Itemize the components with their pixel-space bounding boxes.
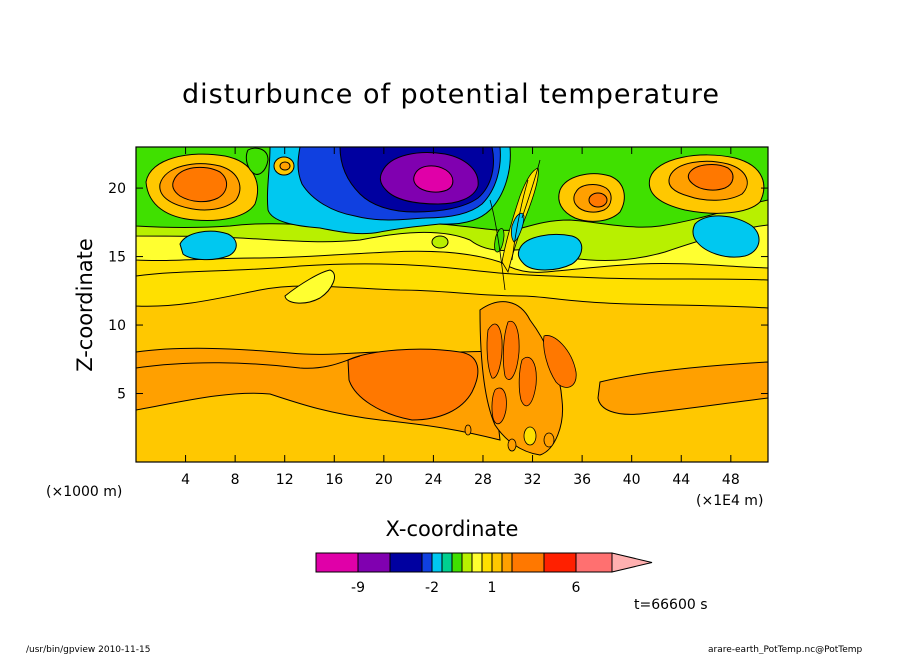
x-tick-label: 48 <box>722 472 740 488</box>
x-axis: 4 8 12 16 20 24 28 32 36 40 44 48 <box>181 147 740 488</box>
chart-title: disturbunce of potential temperature <box>182 79 720 110</box>
column-hot-5 <box>543 335 577 388</box>
colorbar-label: 1 <box>488 580 497 596</box>
colorbar-swatch <box>431 552 443 573</box>
colorbar-labels: -9 -2 1 6 <box>351 580 581 596</box>
cool-cell-east <box>692 215 760 258</box>
plot-frame <box>135 146 769 463</box>
y-tick-label: 10 <box>108 318 126 334</box>
turbulent-column <box>464 301 577 456</box>
colorbar-label: 6 <box>572 580 581 596</box>
yellow-spot-inner <box>279 161 291 171</box>
colorbar-swatch <box>451 552 463 573</box>
column-hot-4 <box>491 387 507 425</box>
colorbar-swatch <box>575 552 613 573</box>
colorbar-swatch <box>315 552 359 573</box>
colorbar-label: -9 <box>351 580 365 596</box>
contour-core-low <box>347 348 479 421</box>
y-tick-label: 5 <box>117 387 126 403</box>
yellow-patch <box>284 269 335 304</box>
colorbar-swatch <box>511 552 545 573</box>
footer-right: arare-earth_PotTemp.nc@PotTemp <box>708 645 863 654</box>
x-tick-label: 24 <box>424 472 442 488</box>
column-hot-3 <box>518 356 537 407</box>
x-unit-left: (×1000 m) <box>46 484 122 500</box>
upper-layers <box>136 147 768 309</box>
contour-band-low-east <box>597 361 768 415</box>
warm-cell-west-hot <box>172 166 227 203</box>
cool-cell-mid <box>517 234 583 271</box>
colorbar-label: -2 <box>425 580 439 596</box>
contour-level-9 <box>413 165 454 193</box>
green-spot <box>431 235 449 249</box>
y-axis-label: Z-coordinate <box>73 238 97 372</box>
x-tick-label: 12 <box>276 472 294 488</box>
colorbar-swatch <box>543 552 577 573</box>
colorbar-swatch <box>501 552 513 573</box>
time-label: t=66600 s <box>634 597 708 613</box>
bottom-band <box>136 347 768 441</box>
x-tick-label: 28 <box>474 472 492 488</box>
colorbar-swatch <box>471 552 483 573</box>
x-tick-label: 8 <box>231 472 240 488</box>
y-axis: 5 10 15 20 <box>108 181 768 403</box>
x-tick-label: 36 <box>573 472 591 488</box>
footer-left: /usr/bin/gpview 2010-11-15 <box>26 645 150 654</box>
x-tick-label: 44 <box>672 472 690 488</box>
warm-spot <box>588 192 608 208</box>
x-tick-label: 16 <box>325 472 343 488</box>
wave-strand-2 <box>489 159 541 291</box>
cool-cell-top <box>245 147 269 175</box>
x-unit-right: (×1E4 m) <box>696 493 763 509</box>
contour-low-inner <box>136 355 361 369</box>
x-tick-label: 20 <box>375 472 393 488</box>
colorbar-extend-arrow <box>611 552 653 573</box>
contour-level-line <box>136 263 768 281</box>
x-tick-label: 4 <box>181 472 190 488</box>
colorbar-swatch <box>491 552 503 573</box>
colorbar-swatch <box>357 552 391 573</box>
cool-cell-west <box>179 230 237 261</box>
speck <box>464 424 472 436</box>
x-tick-label: 32 <box>524 472 542 488</box>
speck <box>523 426 537 446</box>
y-tick-label: 15 <box>108 250 126 266</box>
speck <box>543 432 555 448</box>
x-tick-label: 40 <box>623 472 641 488</box>
colorbar-swatch <box>441 552 453 573</box>
colorbar-swatch <box>389 552 423 573</box>
colorbar <box>315 552 653 573</box>
colorbar-swatch <box>421 552 433 573</box>
column-hot-1 <box>486 323 503 379</box>
wave-strand-cool <box>511 212 525 243</box>
y-tick-label: 20 <box>108 181 126 197</box>
colorbar-swatch <box>461 552 473 573</box>
x-axis-label: X-coordinate <box>386 517 519 541</box>
warm-cell-east-hot <box>687 164 734 191</box>
column-hot-2 <box>502 320 520 380</box>
speck <box>507 438 517 452</box>
plot-area <box>136 147 768 462</box>
colorbar-swatch <box>481 552 493 573</box>
